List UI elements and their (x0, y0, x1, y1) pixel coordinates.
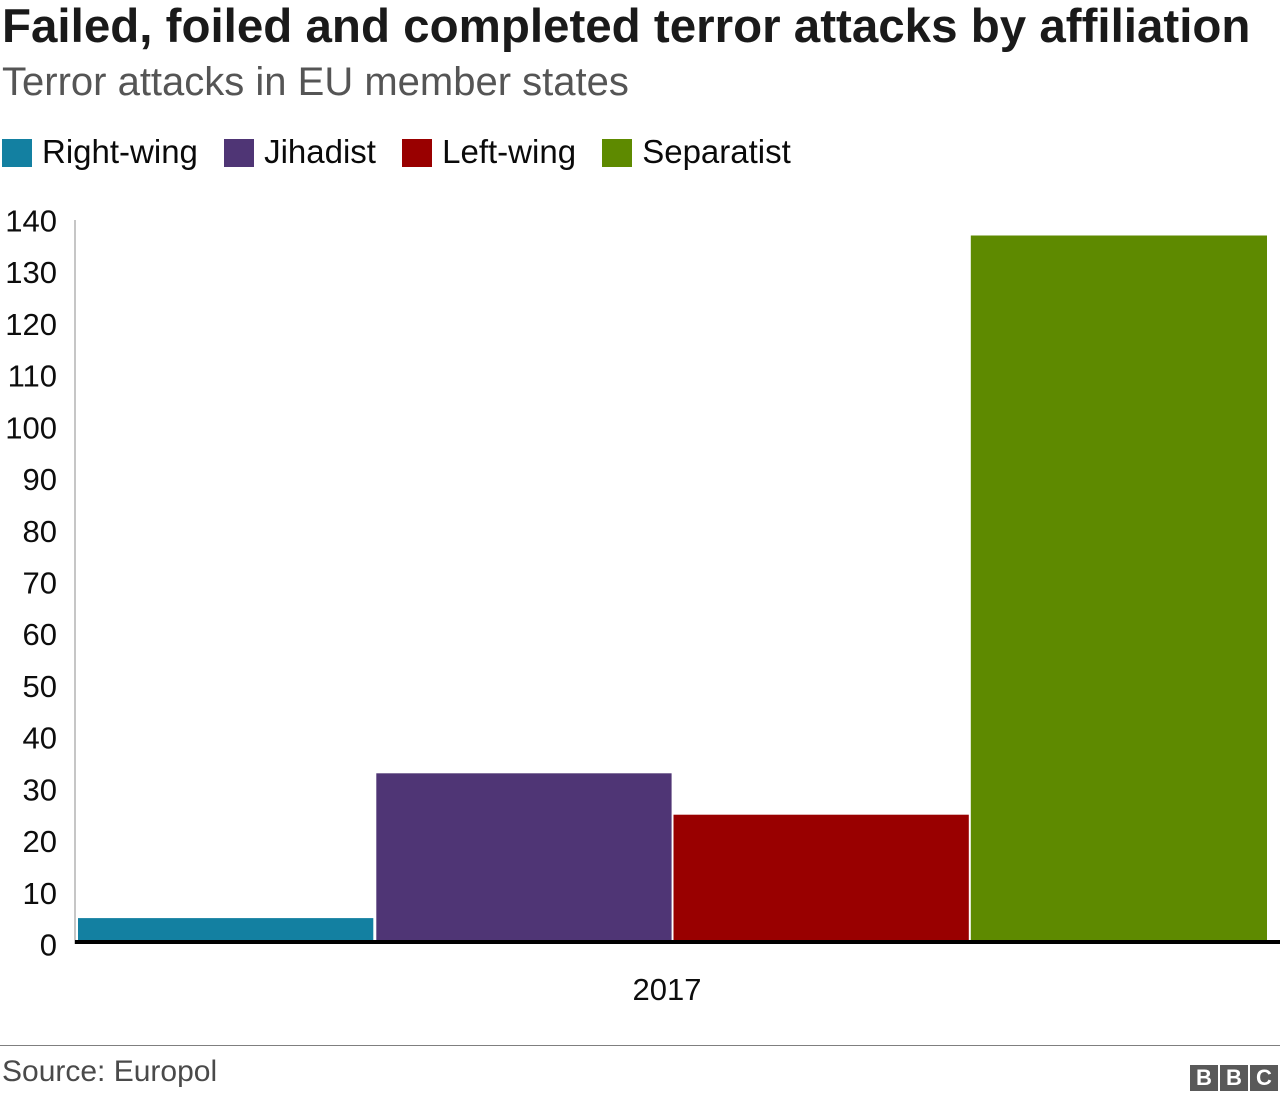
svg-text:80: 80 (23, 514, 57, 549)
svg-text:110: 110 (8, 359, 57, 394)
svg-text:70: 70 (23, 566, 57, 601)
svg-text:140: 140 (5, 204, 57, 239)
svg-text:50: 50 (23, 669, 57, 704)
svg-text:100: 100 (5, 410, 57, 445)
svg-text:0: 0 (40, 928, 57, 963)
svg-text:10: 10 (23, 876, 57, 911)
svg-text:2017: 2017 (633, 972, 702, 1007)
svg-text:60: 60 (23, 617, 57, 652)
svg-text:20: 20 (23, 824, 57, 859)
svg-text:120: 120 (5, 307, 57, 342)
svg-text:90: 90 (23, 462, 57, 497)
svg-text:130: 130 (5, 255, 57, 290)
svg-text:40: 40 (23, 721, 57, 756)
svg-text:30: 30 (23, 772, 57, 807)
